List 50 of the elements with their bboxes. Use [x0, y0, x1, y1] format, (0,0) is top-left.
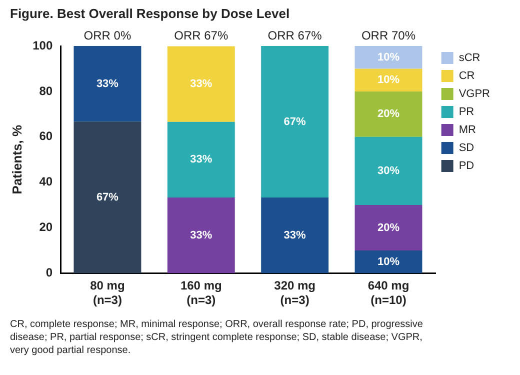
data-label: 33%	[96, 78, 119, 90]
data-label: 33%	[284, 229, 306, 242]
y-tick-label: 0	[46, 266, 53, 280]
data-label: 30%	[377, 164, 400, 177]
x-tick-label: 640 mg (n=10)	[368, 278, 410, 308]
bar	[354, 136, 422, 206]
x-tick-label: 320 mg (n=3)	[274, 278, 316, 308]
legend-label: VGPR	[458, 88, 490, 100]
legend-label: SD	[458, 142, 474, 154]
y-tick-label: 20	[39, 220, 53, 234]
annotation: ORR 0%	[84, 28, 132, 42]
bar	[167, 122, 235, 198]
bar	[261, 198, 329, 274]
bar	[167, 198, 235, 274]
data-label: 33%	[190, 154, 212, 166]
bar	[354, 68, 422, 92]
x-tick-label: 160 mg (n=3)	[180, 278, 222, 308]
y-tick-label: 100	[32, 38, 53, 52]
y-axis-title: Patients, %	[9, 124, 24, 194]
y-tick-label: 80	[39, 84, 53, 98]
data-label: 67%	[284, 116, 306, 128]
data-label: 33%	[190, 78, 212, 90]
y-tick-label: 60	[39, 129, 53, 144]
data-label: 10%	[377, 51, 400, 64]
x-tick-label: 80 mg (n=3)	[90, 278, 125, 308]
annotation: ORR 70%	[361, 28, 416, 42]
legend-label: CR	[458, 70, 475, 82]
bar	[261, 46, 329, 198]
data-label: 20%	[377, 108, 400, 120]
bar	[167, 46, 235, 122]
bar	[74, 122, 142, 274]
data-label: 10%	[377, 256, 400, 268]
bar	[354, 205, 422, 250]
bar	[354, 46, 422, 69]
data-label: 10%	[377, 74, 400, 86]
data-label: 33%	[190, 229, 212, 242]
bar	[354, 91, 422, 137]
legend-label: PD	[458, 160, 474, 172]
bar	[74, 46, 142, 122]
legend-label: sCR	[458, 52, 480, 64]
y-tick-label: 40	[39, 174, 53, 189]
bar	[354, 250, 422, 274]
chart-title: Figure. Best Overall Response by Dose Level	[10, 6, 290, 21]
data-label: 67%	[96, 191, 119, 204]
annotation: ORR 67%	[268, 28, 322, 42]
annotation: ORR 67%	[174, 28, 228, 42]
legend-label: MR	[458, 124, 476, 136]
legend-label: PR	[458, 106, 474, 118]
text: CR, complete response; MR, minimal response; ORR, overall response rate; PD, progressive disease; PR, partial response; sCR, stringent complete response; SD, stable disease; VGPR, very good partial response.	[10, 318, 424, 357]
data-label: 20%	[377, 222, 400, 234]
